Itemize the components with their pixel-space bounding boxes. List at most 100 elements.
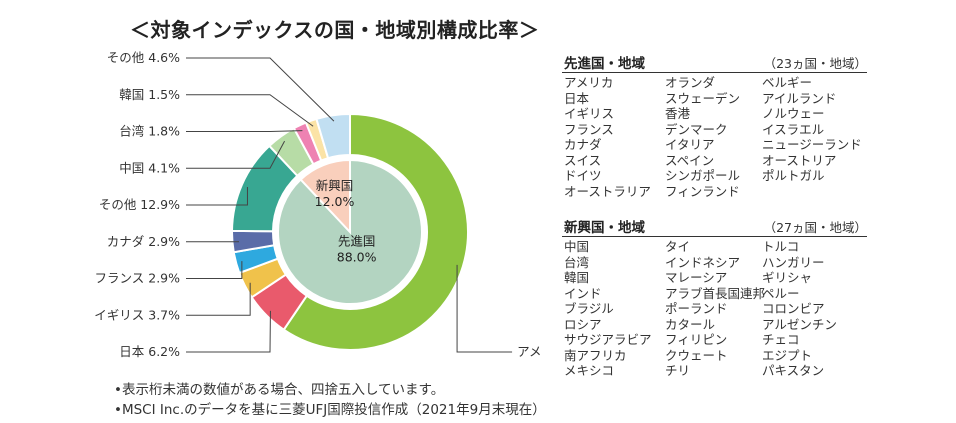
emerging-country-item: ギリシャ	[762, 270, 813, 285]
emerging-country-item: インドネシア	[665, 254, 741, 270]
emerging-country-item: 南アフリカ	[564, 347, 627, 363]
developed-column-2: オランダ スウェーデン 香港 デンマーク イタリア スペイン シンガポール フィンランド	[665, 75, 740, 199]
outer-slice-0	[282, 112, 469, 351]
developed-country-item: フィンランド	[665, 183, 740, 199]
outer-labels: その他 4.6% 韓国 1.5% 台湾 1.8% 中国 4.1% その他 12.9% カナ…	[94, 50, 540, 359]
developed-country-item: オーストラリア	[564, 183, 651, 199]
leader-line-4	[186, 241, 239, 243]
emerging-country-item: アルゼンチン	[762, 316, 837, 332]
note-source: •MSCI Inc.のデータを基に三菱UFJ国際投信作成（2021年9月末現在）	[114, 402, 546, 418]
developed-country-item: ベルギー	[762, 75, 813, 90]
developed-country-item: イスラエル	[762, 121, 825, 137]
emerging-country-item: クウェート	[665, 347, 728, 363]
outer-label-8: 韓国 1.5%	[119, 87, 180, 102]
emerging-header: 新興国・地域 （27ヵ国・地域）	[562, 216, 867, 237]
developed-country-item: スウェーデン	[665, 90, 741, 106]
emerging-column-1: 中国 台湾 韓国 インド ブラジル ロシア サウジアラビア 南アフリカ メキシコ	[564, 239, 652, 379]
developed-country-item: イタリア	[665, 137, 715, 152]
emerging-country-item: トルコ	[762, 239, 800, 254]
outer-label-3: フランス 2.9%	[95, 271, 181, 286]
outer-label-6: 中国 4.1%	[119, 160, 180, 175]
developed-country-item: スイス	[564, 152, 602, 168]
inner-value-1: 12.0%	[315, 194, 355, 209]
emerging-country-item: アラブ首長国連邦	[665, 285, 766, 301]
developed-column-3: ベルギー アイルランド ノルウェー イスラエル ニュージーランド オーストリア ポルトガル	[762, 75, 862, 184]
developed-country-item: ノルウェー	[762, 106, 825, 121]
leader-line-7	[186, 130, 303, 132]
developed-country-item: シンガポール	[665, 168, 741, 183]
developed-country-item: ドイツ	[564, 168, 602, 183]
emerging-column-3: トルコ ハンガリー ギリシャ ペルー コロンビア アルゼンチン チェコ エジプト パキスタン	[762, 239, 837, 379]
developed-country-item: アイルランド	[762, 90, 837, 106]
emerging-country-item: パキスタン	[762, 363, 825, 378]
developed-country-item: デンマーク	[665, 121, 728, 137]
leader-lines	[186, 57, 513, 353]
developed-country-item: フランス	[564, 121, 614, 137]
emerging-country-item: タイ	[665, 239, 691, 254]
emerging-country-item: マレーシア	[665, 270, 728, 285]
leader-line-3	[186, 261, 243, 279]
developed-count: （23ヵ国・地域）	[763, 56, 867, 71]
emerging-country-item: ブラジル	[564, 301, 614, 316]
emerging-country-item: チェコ	[762, 332, 800, 347]
developed-country-item: カナダ	[564, 137, 602, 152]
emerging-country-item: エジプト	[762, 347, 813, 363]
developed-country-item: イギリス	[564, 106, 615, 121]
emerging-column-2: タイ インドネシア マレーシア アラブ首長国連邦 ポーランド カタール フィリピン クウェート…	[665, 239, 765, 379]
inner-pie	[277, 158, 423, 305]
leader-line-9	[186, 57, 335, 122]
developed-country-item: オランダ	[665, 75, 716, 90]
inner-value-0: 88.0%	[337, 250, 377, 265]
developed-country-item: スペイン	[665, 152, 715, 168]
outer-label-2: イギリス 3.7%	[94, 307, 180, 322]
outer-label-9: その他 4.6%	[107, 50, 180, 65]
emerging-country-item: 台湾	[564, 254, 590, 270]
developed-country-item: オーストリア	[762, 152, 837, 168]
developed-panel: 先進国・地域 （23ヵ国・地域） アメリカ 日本 イギリス フランス カナダ スイス ドイツ…	[562, 52, 867, 199]
emerging-country-item: 中国	[564, 239, 590, 254]
outer-label-0: アメリカ 59.6%	[517, 344, 540, 359]
emerging-panel: 新興国・地域 （27ヵ国・地域） 中国 台湾 韓国 インド ブラジル ロシア サウジアラビア…	[562, 216, 867, 378]
developed-country-item: 香港	[665, 106, 691, 121]
emerging-country-item: ハンガリー	[762, 254, 825, 270]
leader-line-6	[186, 140, 286, 169]
chart-title: ＜対象インデックスの国・地域別構成比率＞	[130, 18, 540, 42]
leader-line-2	[186, 282, 251, 316]
developed-country-item: ポルトガル	[762, 168, 825, 183]
donut-chart: その他 4.6% 韓国 1.5% 台湾 1.8% 中国 4.1% その他 12.9% カナ…	[94, 50, 540, 359]
outer-label-5: その他 12.9%	[99, 197, 180, 212]
inner-slice-1	[299, 158, 351, 235]
leader-line-8	[186, 94, 314, 127]
emerging-country-item: コロンビア	[762, 301, 825, 316]
emerging-country-item: ロシア	[564, 316, 602, 332]
outer-label-4: カナダ 2.9%	[107, 234, 180, 249]
leader-line-5	[186, 186, 248, 206]
outer-label-7: 台湾 1.8%	[119, 124, 180, 139]
developed-header: 先進国・地域 （23ヵ国・地域）	[562, 52, 867, 73]
emerging-country-item: 韓国	[564, 270, 590, 285]
outer-label-1: 日本 6.2%	[119, 344, 180, 359]
leader-line-1	[186, 310, 271, 353]
inner-label-0: 先進国	[338, 234, 376, 249]
emerging-country-item: チリ	[665, 363, 691, 378]
emerging-country-item: ペルー	[762, 285, 800, 301]
note-rounding: •表示桁未満の数値がある場合、四捨五入しています。	[114, 382, 445, 398]
leader-line-0	[456, 264, 513, 353]
emerging-country-item: インド	[564, 285, 602, 301]
emerging-count: （27ヵ国・地域）	[763, 220, 867, 235]
developed-country-item: 日本	[564, 90, 590, 106]
emerging-country-item: サウジアラビア	[564, 332, 652, 347]
emerging-country-item: カタール	[665, 316, 716, 332]
developed-column-1: アメリカ 日本 イギリス フランス カナダ スイス ドイツ オーストラリア	[564, 75, 651, 199]
developed-country-item: アメリカ	[564, 75, 614, 90]
emerging-country-item: ポーランド	[665, 301, 728, 316]
inner-label-1: 新興国	[316, 178, 354, 193]
emerging-country-item: フィリピン	[665, 332, 728, 347]
outer-ring	[230, 112, 469, 351]
outer-slice-9	[315, 112, 351, 160]
emerging-heading: 新興国・地域	[564, 220, 645, 236]
developed-heading: 先進国・地域	[564, 56, 645, 72]
emerging-country-item: メキシコ	[564, 363, 615, 378]
developed-country-item: ニュージーランド	[762, 137, 862, 152]
